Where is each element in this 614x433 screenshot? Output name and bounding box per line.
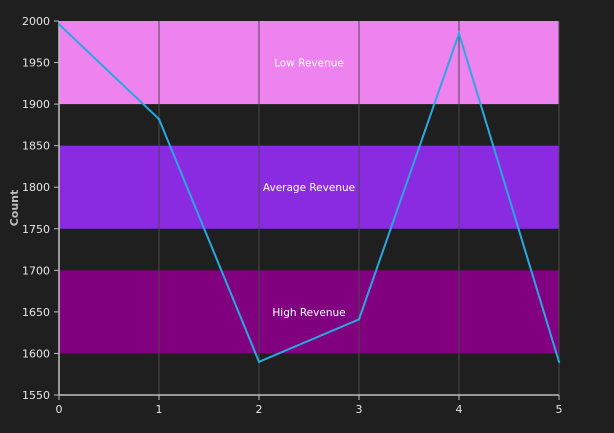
x-tick-label: 5 [556, 403, 563, 416]
y-axis-title: Count [8, 190, 21, 227]
series-line [58, 23, 560, 364]
data-point [57, 23, 61, 26]
tick-labels: 1550 1600 1650 1700 1750 1800 1850 1900 1950 2000… [22, 15, 563, 416]
axes [54, 20, 560, 400]
y-tick-label: 1950 [22, 57, 50, 70]
y-tick-label: 1700 [22, 264, 50, 277]
plot-band [59, 145, 559, 229]
y-tick-label: 1750 [22, 223, 50, 236]
plot-band-labels: Low Revenue Average Revenue High Revenue [263, 58, 355, 319]
data-point [457, 32, 461, 35]
gridlines [158, 21, 560, 395]
data-point [157, 117, 161, 121]
x-tick-label: 4 [456, 403, 463, 416]
y-tick-label: 1850 [22, 140, 50, 153]
x-tick-label: 0 [56, 403, 63, 416]
data-point [557, 360, 561, 363]
plot-band-label: Low Revenue [274, 58, 344, 70]
x-tick-label: 3 [356, 403, 363, 416]
plot-bands [59, 21, 559, 354]
data-point [257, 360, 261, 363]
y-tick-label: 2000 [22, 15, 50, 28]
y-tick-label: 1550 [22, 389, 50, 402]
data-point [357, 318, 361, 321]
y-tick-label: 1600 [22, 347, 50, 360]
plot-band-label: Average Revenue [263, 182, 355, 194]
x-tick-label: 2 [256, 403, 263, 416]
y-tick-label: 1800 [22, 181, 50, 194]
y-tick-label: 1650 [22, 306, 50, 319]
series-lines [57, 23, 561, 364]
y-tick-label: 1900 [22, 98, 50, 111]
x-tick-label: 1 [156, 403, 163, 416]
plot-band-label: High Revenue [272, 307, 345, 319]
